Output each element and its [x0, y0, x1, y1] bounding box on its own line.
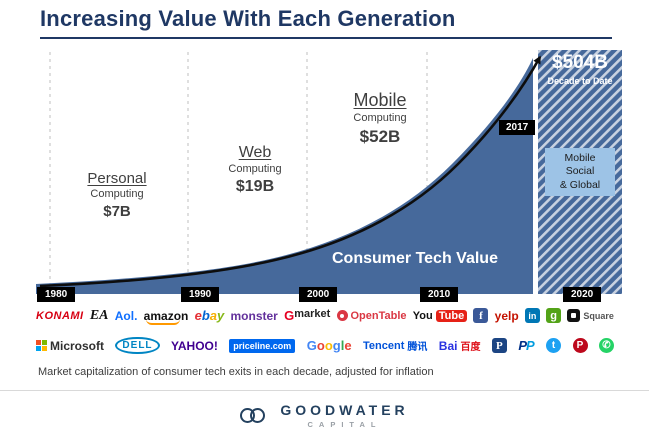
groupon-icon: g [546, 308, 562, 323]
twitter-icon: t [546, 338, 562, 353]
logo-dell: DELL [115, 337, 160, 354]
logo-pandora: P [491, 338, 507, 353]
growth-arrow [39, 55, 542, 288]
logo-groupon: g [546, 308, 562, 323]
footer-brand-name: GOODWATER [280, 402, 409, 418]
axis-tick-1980: 1980 [37, 287, 76, 302]
callout-value: $504B [552, 52, 608, 73]
linkedin-icon: in [524, 308, 540, 323]
square-icon [567, 309, 581, 322]
pinterest-icon: P [572, 338, 588, 353]
axis-tick-2000: 2000 [299, 287, 338, 302]
chart-area: Personal Computing $7B Web Computing $19… [0, 44, 649, 302]
mobile-social-global-box: Mobile Social & Global [545, 148, 615, 196]
logo-square: Square [567, 309, 614, 322]
logo-tencent: Tencent 腾讯 [363, 339, 428, 354]
logo-amazon: amazon [143, 308, 189, 325]
era-mobile-name: Mobile [353, 90, 407, 110]
growth-area [36, 58, 533, 294]
logo-monster: monster [230, 308, 278, 323]
highlight-line-3: & Global [559, 178, 601, 191]
logo-pinterest: P [572, 338, 588, 353]
era-personal-sub: Computing [90, 188, 144, 200]
era-personal-value: $7B [103, 203, 131, 220]
logo-youtube: You Tube [413, 309, 468, 322]
goodwater-circles-icon [240, 406, 270, 426]
axis-tick-2010: 2010 [420, 287, 459, 302]
logo-microsoft: Microsoft [36, 339, 104, 353]
page-title: Increasing Value With Each Generation [40, 6, 456, 31]
logo-facebook: f [473, 308, 489, 323]
logo-ea: EA [89, 307, 109, 323]
chart-caption: Market capitalization of consumer tech e… [38, 366, 434, 378]
logo-linkedin: in [524, 308, 540, 323]
logo-whatsapp: ✆ [598, 338, 614, 353]
title-underline [40, 37, 612, 39]
year-marker-2017: 2017 [499, 120, 536, 135]
decade-to-date-callout: $504B Decade to Date [538, 52, 622, 86]
footer-divider [0, 390, 649, 391]
logo-baidu: Bai 百度 [438, 338, 481, 354]
logo-yelp: yelp [494, 308, 519, 323]
microsoft-window-icon [36, 340, 47, 351]
era-mobile-sub: Computing [353, 112, 407, 124]
axis-tick-1990: 1990 [181, 287, 220, 302]
era-mobile-value: $52B [359, 127, 401, 146]
era-web: Web Computing $19B [196, 144, 314, 196]
opentable-icon [336, 310, 348, 321]
era-personal-name: Personal [87, 170, 147, 187]
era-web-sub: Computing [228, 163, 282, 175]
highlight-line-1: Mobile [564, 152, 596, 165]
logo-aol: Aol. [114, 308, 138, 323]
logo-konami: KONAMI [36, 309, 84, 322]
logo-opentable: OpenTable [336, 310, 407, 322]
logo-twitter: t [546, 338, 562, 353]
axis-tick-2020: 2020 [563, 287, 602, 302]
era-personal: Personal Computing $7B [57, 170, 177, 220]
whatsapp-icon: ✆ [598, 338, 614, 353]
decade-gridlines [49, 52, 428, 294]
era-web-value: $19B [235, 178, 275, 195]
footer-brand: GOODWATER CAPITAL [0, 402, 649, 429]
facebook-icon: f [473, 308, 489, 323]
callout-caption: Decade to Date [547, 76, 613, 86]
logo-priceline: priceline.com [229, 338, 296, 353]
pandora-icon: P [491, 338, 507, 353]
logo-yahoo: YAHOO! [170, 338, 218, 353]
era-web-name: Web [238, 144, 272, 161]
area-series-label: Consumer Tech Value [332, 250, 498, 267]
era-mobile: Mobile Computing $52B [314, 90, 446, 147]
footer-brand-division: CAPITAL [307, 420, 382, 429]
highlight-line-2: Social [565, 165, 595, 178]
